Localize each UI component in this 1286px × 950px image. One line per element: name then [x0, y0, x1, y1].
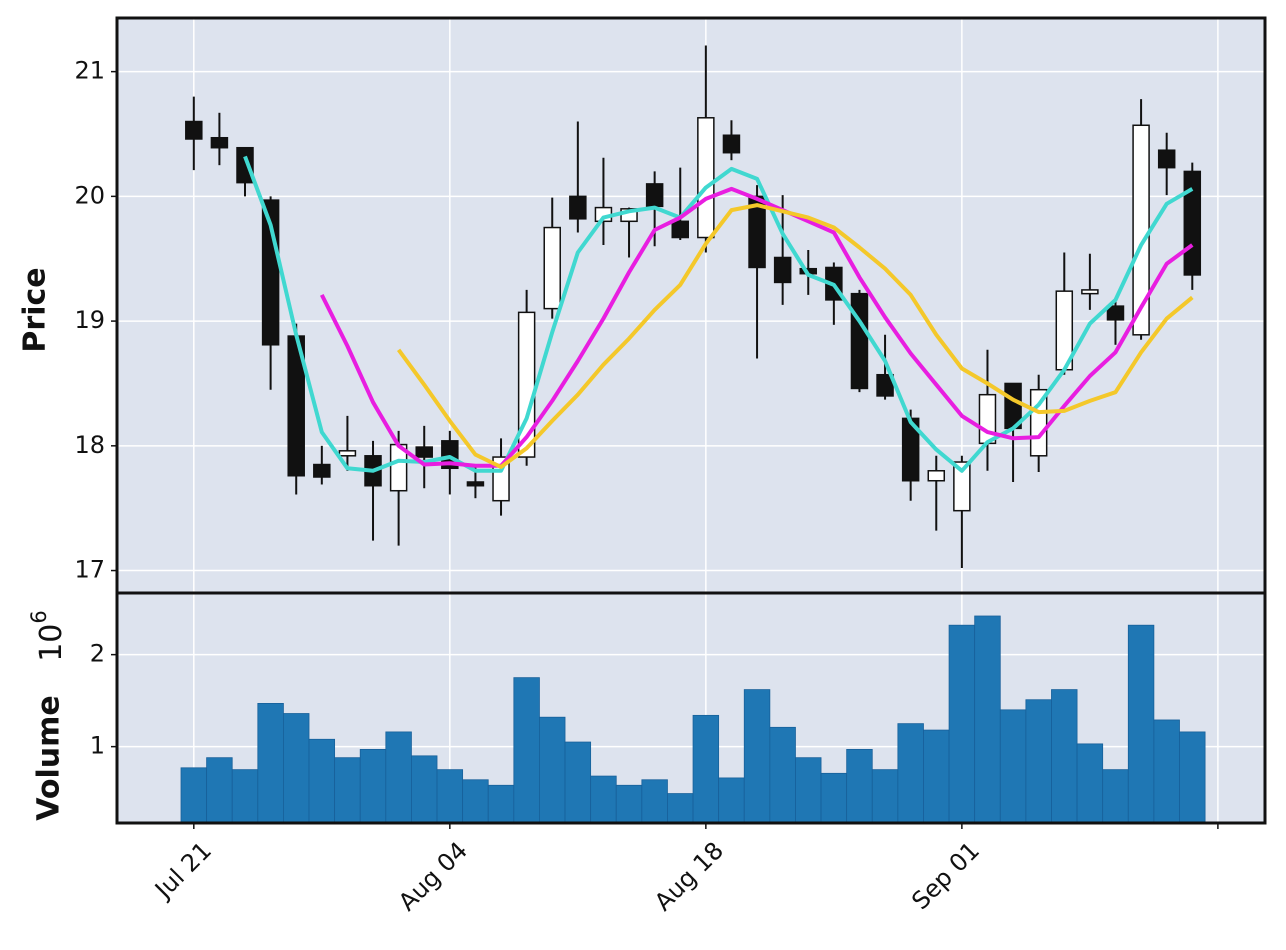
price-panel: [117, 18, 1265, 593]
volume-bar: [846, 749, 873, 824]
y-tick-label: 21: [74, 57, 105, 85]
offset-base: 10: [34, 624, 69, 662]
candle-body: [1132, 124, 1150, 336]
volume-axis-label: Volume: [32, 695, 67, 820]
y-tick-label: 20: [74, 181, 105, 209]
volume-bar: [795, 757, 822, 824]
candle-body: [1183, 170, 1202, 276]
volume-bar: [436, 769, 464, 824]
candle-body: [773, 256, 792, 284]
candle-body: [1081, 289, 1099, 295]
volume-bar: [974, 615, 1001, 824]
x-tick-label: Aug 04: [393, 836, 473, 916]
candle-body: [697, 117, 715, 239]
candle-body: [1157, 149, 1176, 169]
volume-bar: [180, 767, 208, 824]
candle-body: [338, 450, 357, 457]
candle-body: [722, 134, 741, 154]
volume-bar: [615, 784, 643, 824]
candle-body: [313, 463, 331, 478]
volume-bar: [359, 749, 387, 824]
volume-bar: [1025, 699, 1052, 824]
volume-bar: [1076, 743, 1104, 824]
marks: [180, 45, 1206, 824]
volume-bar: [718, 777, 745, 824]
volume-frame: [115, 591, 1267, 825]
y-tick-label: 17: [74, 556, 105, 584]
x-tick-label: Jul 21: [148, 836, 217, 905]
volume-bar: [769, 726, 796, 824]
offset-exponent: 6: [27, 610, 51, 623]
volume-bar: [743, 689, 771, 824]
candle-body: [210, 136, 229, 149]
y-tick-label: 18: [74, 431, 105, 459]
candle-body: [671, 220, 689, 239]
volume-bar: [999, 709, 1027, 824]
volume-bar: [1153, 719, 1180, 824]
volume-bar: [462, 779, 489, 824]
candle-body: [927, 470, 946, 482]
volume-bar: [308, 738, 336, 824]
volume-bar: [590, 775, 617, 824]
candle-body: [748, 195, 766, 269]
volume-bar: [539, 716, 566, 824]
volume-bar: [871, 769, 899, 824]
volume-bar: [257, 703, 284, 824]
volume-bar: [411, 755, 438, 824]
y-tick-label: 2: [90, 640, 105, 668]
x-tick-label: Sep 01: [906, 836, 985, 915]
volume-bar: [820, 772, 848, 824]
volume-bar: [513, 677, 540, 824]
volume-bar: [897, 723, 924, 824]
candle-body: [1106, 305, 1125, 321]
volume-bar: [692, 714, 720, 824]
candle-body: [236, 146, 254, 184]
candle-body: [569, 195, 587, 220]
volume-bar: [923, 729, 950, 824]
candle-body: [466, 481, 485, 487]
candle-body: [492, 456, 510, 502]
y-tick-label: 19: [74, 306, 105, 334]
volume-bar: [1051, 689, 1078, 824]
volume-bar: [1102, 769, 1129, 824]
volume-bar: [231, 769, 259, 824]
moving-average: [320, 186, 1194, 468]
volume-bar: [667, 793, 694, 824]
y-tick-label: 1: [90, 732, 105, 760]
volume-bar: [206, 757, 233, 824]
volume-bar: [948, 624, 976, 824]
candle-body: [850, 292, 869, 390]
moving-average: [396, 203, 1194, 469]
candle-body: [876, 373, 894, 397]
candle-body: [953, 461, 971, 512]
candle-body: [185, 120, 203, 140]
volume-offset: 106: [27, 610, 69, 662]
candle-body: [415, 446, 433, 458]
volume-bar: [334, 757, 361, 824]
price-axis-label: Price: [18, 267, 53, 352]
x-tick-label: Aug 18: [649, 836, 729, 916]
volume-bar: [385, 731, 412, 824]
candle-body: [543, 226, 561, 310]
volume-bar: [487, 784, 515, 824]
volume-bar: [283, 713, 310, 824]
volume-bar: [1127, 624, 1155, 824]
candle-body: [645, 183, 664, 208]
volume-bar: [1179, 731, 1206, 824]
volume-bar: [641, 779, 668, 824]
candle-body: [978, 393, 997, 445]
volume-bar: [564, 741, 592, 824]
